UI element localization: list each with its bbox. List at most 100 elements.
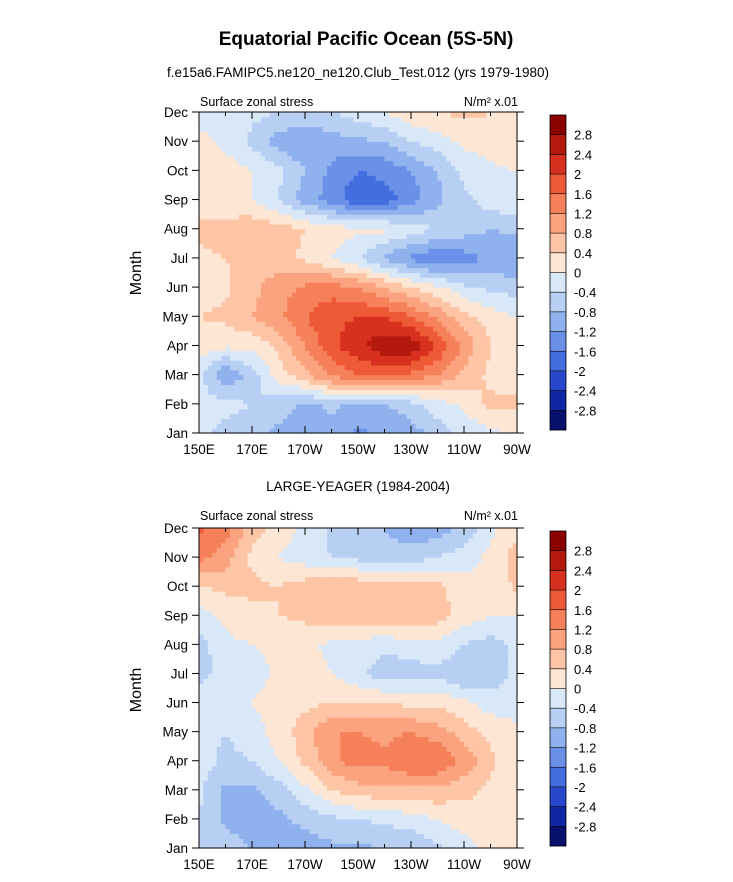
heatmap-cell [371,355,377,361]
heatmap-cell [468,350,474,356]
heatmap-cell [512,306,518,313]
heatmap-cell [494,296,500,303]
heatmap-cell [265,223,271,230]
heatmap-cell [296,418,302,424]
heatmap-cell [499,267,505,274]
heatmap-cell [247,316,253,322]
heatmap-cell [335,398,341,405]
heatmap-cell [358,219,364,225]
heatmap-cell [397,350,403,356]
heatmap-cell [406,326,412,332]
heatmap-cell [353,243,359,249]
heatmap-cell [397,321,403,327]
heatmap-cell [411,175,417,181]
heatmap-cell [291,257,297,264]
heatmap-cell [450,843,456,849]
heatmap-cell [327,384,333,390]
heatmap-cell [265,160,271,167]
heatmap-cell [375,345,381,351]
heatmap-cell [322,199,328,206]
heatmap-cell [446,355,452,361]
heatmap-cell [221,194,227,201]
heatmap-cell [305,843,311,849]
heatmap-cell [481,253,487,259]
heatmap-cell [508,408,514,415]
heatmap-cell [433,360,439,366]
heatmap-cell [313,121,319,128]
heatmap-cell [212,272,218,278]
heatmap-cell [459,155,465,162]
heatmap-cell [424,155,430,162]
heatmap-cell [340,355,346,361]
heatmap-cell [265,340,271,347]
heatmap-cell [402,189,408,196]
heatmap-cell [322,408,328,415]
heatmap-cell [419,136,425,142]
heatmap-cell [446,262,452,269]
heatmap-cell [291,291,297,298]
heatmap-cell [287,209,293,215]
heatmap-cell [229,184,235,191]
heatmap-cell [282,321,288,327]
heatmap-cell [406,160,412,167]
heatmap-cell [349,214,355,220]
heatmap-cell [221,418,227,424]
heatmap-cell [344,384,350,390]
heatmap-cell [446,843,452,849]
heatmap-cell [327,330,333,337]
heatmap-cell [375,155,381,162]
heatmap-cell [481,170,487,176]
heatmap-cell [229,418,235,424]
heatmap-cell [243,838,249,844]
heatmap-cell [331,243,337,249]
heatmap-cell [419,272,425,278]
colorbar-label: -2.4 [574,384,596,399]
heatmap-cell [212,398,218,405]
heatmap-cell [380,272,386,278]
heatmap-cell [340,379,346,385]
heatmap-cell [499,238,505,244]
heatmap-cell [358,112,364,118]
heatmap-cell [234,403,240,410]
heatmap-cell [428,204,434,210]
heatmap-cell [477,272,483,278]
heatmap-cell [296,306,302,313]
heatmap-cell [313,209,319,215]
heatmap-cell [415,150,421,157]
heatmap-cell [340,214,346,220]
heatmap-cell [486,428,492,434]
heatmap-cell [212,116,218,123]
heatmap-cell [300,384,306,390]
heatmap-cell [296,126,302,133]
heatmap-cell [384,262,390,269]
heatmap-cell [331,423,337,429]
heatmap-cell [481,398,487,405]
heatmap-cell [411,189,417,196]
heatmap-cell [388,189,394,196]
heatmap-cell [437,374,443,381]
heatmap-cell [402,155,408,162]
heatmap-cell [247,175,253,181]
heatmap-cell [212,413,218,420]
heatmap-cell [468,146,474,152]
heatmap-cell [282,180,288,186]
heatmap-cell [229,219,235,225]
heatmap-cell [331,155,337,162]
heatmap-cell [269,155,275,162]
heatmap-cell [199,384,205,390]
heatmap-cell [424,355,430,361]
heatmap-cell [468,345,474,351]
heatmap-cell [397,126,403,133]
heatmap-cell [402,175,408,181]
heatmap-cell [216,394,222,400]
heatmap-cell [238,374,244,381]
heatmap-cell [358,413,364,420]
heatmap-cell [437,287,443,293]
heatmap-cell [203,150,209,157]
heatmap-cell [477,335,483,342]
heatmap-cell [260,360,266,366]
heatmap-cell [247,418,253,424]
heatmap-cell [243,219,249,225]
heatmap-cell [265,413,271,420]
heatmap-cell [508,282,514,288]
